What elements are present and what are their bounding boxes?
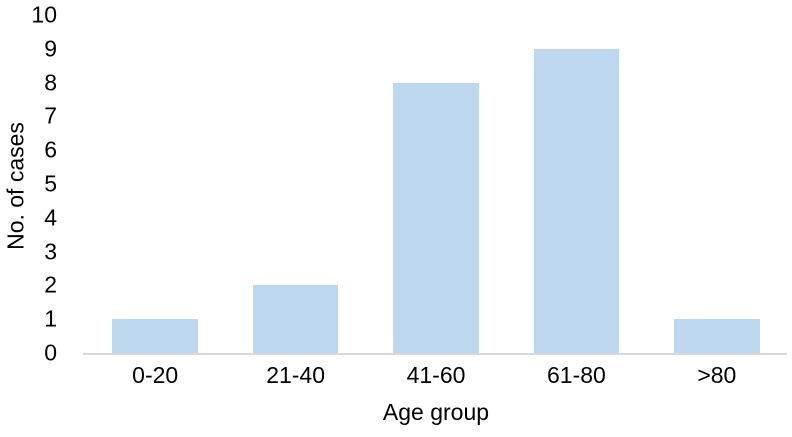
y-tick-label: 10 bbox=[31, 1, 57, 28]
y-tick-label: 0 bbox=[44, 339, 57, 366]
x-tick-label: 0-20 bbox=[132, 362, 179, 388]
y-tick-label: 1 bbox=[44, 305, 57, 332]
bar-slot bbox=[225, 15, 365, 353]
x-tick-label: 61-80 bbox=[547, 362, 606, 388]
bar bbox=[252, 285, 339, 353]
x-tick-label: 21-40 bbox=[266, 362, 326, 388]
bar bbox=[674, 319, 760, 353]
y-tick-label: 7 bbox=[44, 102, 57, 129]
bars-row bbox=[85, 15, 787, 353]
y-tick-label: 6 bbox=[44, 136, 57, 163]
y-axis-ticks: 0 1 2 3 4 5 6 7 8 9 10 bbox=[0, 3, 57, 364]
x-axis-line bbox=[83, 353, 787, 355]
x-tick-label: >80 bbox=[697, 362, 737, 388]
plot-area bbox=[85, 15, 787, 353]
bar-slot bbox=[85, 15, 225, 353]
y-tick-label: 9 bbox=[44, 35, 57, 62]
bar-slot bbox=[366, 15, 506, 353]
y-tick-label: 2 bbox=[44, 271, 57, 298]
y-tick-label: 5 bbox=[44, 170, 57, 197]
bar-slot bbox=[506, 15, 646, 353]
bar-slot bbox=[647, 15, 787, 353]
bar bbox=[112, 319, 199, 353]
bar bbox=[393, 82, 479, 353]
x-tick-label: 41-60 bbox=[406, 362, 466, 388]
bar bbox=[533, 48, 620, 353]
x-axis-title: Age group bbox=[382, 399, 490, 425]
y-tick-label: 3 bbox=[44, 238, 57, 265]
x-axis-ticks: 0-20 21-40 41-60 61-80 >80 bbox=[85, 357, 787, 393]
y-tick-label: 8 bbox=[44, 69, 57, 96]
y-tick-label: 4 bbox=[44, 204, 57, 231]
